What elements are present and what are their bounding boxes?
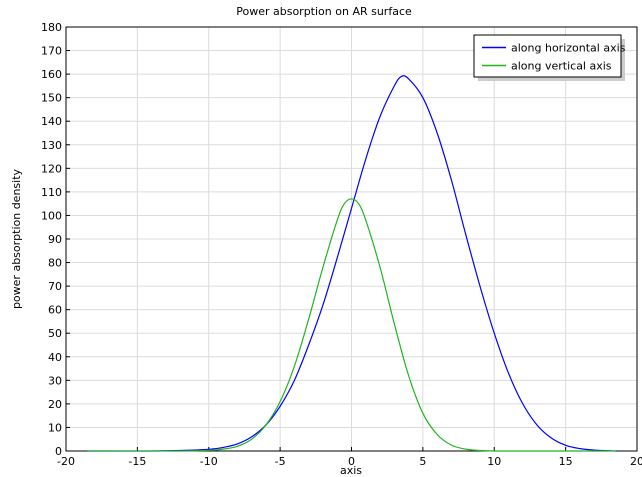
y-tick-label: 110: [41, 186, 62, 199]
y-axis-title: power absorption density: [10, 168, 23, 309]
y-tick-label: 70: [48, 280, 62, 293]
y-tick-label: 40: [48, 351, 62, 364]
x-tick-label: 20: [630, 455, 642, 468]
x-tick-label: 5: [419, 455, 426, 468]
y-tick-label: 180: [41, 21, 62, 34]
y-tick-label: 90: [48, 233, 62, 246]
y-tick-label: 30: [48, 374, 62, 387]
y-tick-label: 20: [48, 398, 62, 411]
x-tick-label: -5: [275, 455, 286, 468]
y-tick-label: 150: [41, 92, 62, 105]
legend-box: [473, 34, 622, 78]
axis-ticks: -20 -15 -10 -5 0 5 10 15 20 0 10 20 30 40 50 60 70 80 90 10…: [41, 21, 642, 468]
x-tick-label: 0: [348, 455, 355, 468]
series-line-vertical-axis: [87, 198, 616, 452]
y-tick-label: 100: [41, 209, 62, 222]
grid: [65, 26, 638, 452]
x-tick-label: -20: [57, 455, 75, 468]
y-tick-label: 120: [41, 162, 62, 175]
x-tick-label: -10: [200, 455, 218, 468]
legend-label-horizontal: along horizontal axis: [511, 42, 626, 55]
y-tick-label: 160: [41, 68, 62, 81]
y-tick-label: 130: [41, 139, 62, 152]
x-tick-label: -15: [128, 455, 146, 468]
legend: along horizontal axis along vertical axi…: [473, 34, 626, 81]
y-tick-label: 10: [48, 421, 62, 434]
series-line-horizontal-axis: [87, 75, 616, 452]
x-axis-title: axis: [340, 464, 362, 477]
y-tick-label: 80: [48, 257, 62, 270]
x-tick-label: 10: [487, 455, 501, 468]
chart-title: Power absorption on AR surface: [236, 5, 412, 18]
y-tick-label: 60: [48, 304, 62, 317]
y-tick-label: 50: [48, 327, 62, 340]
x-tick-label: 15: [559, 455, 573, 468]
y-tick-label: 170: [41, 45, 62, 58]
y-tick-label: 140: [41, 115, 62, 128]
legend-label-vertical: along vertical axis: [511, 60, 612, 73]
series-group: [87, 75, 616, 452]
y-tick-label: 0: [55, 445, 62, 458]
